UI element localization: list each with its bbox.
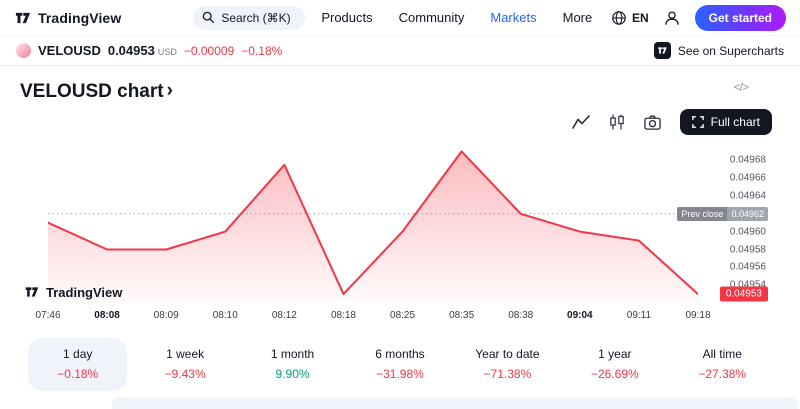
y-axis-label: 0.04958 <box>729 244 766 255</box>
nav-item-markets[interactable]: Markets <box>490 10 537 25</box>
next-section-edge <box>112 397 798 409</box>
ticker-currency: USD <box>157 46 177 57</box>
x-axis-label: 08:38 <box>508 310 534 321</box>
chevron-right-icon: › <box>166 80 173 101</box>
ticker-symbol: VELOUSD <box>38 43 101 58</box>
prev-close-badge: Prev close 0.04962 <box>677 206 768 221</box>
ticker-change-pct: −0.18% <box>241 43 283 58</box>
search-placeholder: Search (⌘K) <box>221 10 291 25</box>
y-axis-label: 0.04954 <box>729 279 766 291</box>
velo-coin-icon <box>16 43 31 58</box>
y-axis-label: 0.04964 <box>729 190 766 202</box>
search-icon <box>203 11 215 24</box>
period-1-week[interactable]: 1 week −9.43% <box>135 338 234 391</box>
search-input[interactable]: Search (⌘K) <box>193 5 306 30</box>
fullscreen-icon <box>691 116 704 128</box>
ticker-price: 0.04953 <box>107 43 155 58</box>
ticker-strip: VELOUSD 0.04953 USD −0.00009 −0.18% See … <box>0 36 800 66</box>
header-right: EN Get started <box>611 4 786 31</box>
x-axis-label: 09:18 <box>685 310 711 321</box>
period-change: −71.38% <box>483 367 532 381</box>
period-1-year[interactable]: 1 year −26.69% <box>565 338 664 391</box>
price-line <box>48 150 698 296</box>
period-change: 9.90% <box>275 367 310 381</box>
ticker-change-abs: −0.00009 <box>183 43 235 58</box>
candles-icon <box>609 114 624 130</box>
snapshot-button[interactable] <box>640 110 666 134</box>
logo-text: TradingView <box>38 9 122 26</box>
get-started-button[interactable]: Get started <box>694 4 786 31</box>
period-label: Year to date <box>475 347 540 361</box>
nav-item-more[interactable]: More <box>562 10 593 25</box>
full-chart-button[interactable]: Full chart <box>679 109 772 135</box>
tradingview-watermark[interactable]: TradingView <box>24 284 122 300</box>
language-selector[interactable]: EN <box>611 10 649 26</box>
full-chart-label: Full chart <box>710 115 760 129</box>
tradingview-logo-icon <box>15 12 31 23</box>
title-row: VELOUSD chart › </> <box>0 78 800 106</box>
nav-item-products[interactable]: Products <box>321 10 373 25</box>
x-axis-label: 08:18 <box>330 310 356 321</box>
tradingview-logo-icon <box>25 287 39 297</box>
period-change: −27.38% <box>698 367 747 381</box>
time-axis: 07:46 08:08 08:09 08:10 08:12 08:18 08:25 08:35… <box>0 310 800 326</box>
period-year-to-date[interactable]: Year to date −71.38% <box>458 338 557 391</box>
x-axis-label: 08:35 <box>449 310 475 321</box>
period-label: 1 month <box>270 347 315 361</box>
supercharts-badge-icon <box>653 42 671 59</box>
x-axis-label: 07:46 <box>35 310 61 321</box>
code-icon[interactable]: </> <box>733 80 749 94</box>
area-chart-style-button[interactable] <box>568 110 594 134</box>
top-nav: TradingView Search (⌘K) Products Communi… <box>0 0 800 36</box>
x-axis-label: 09:04 <box>567 310 593 321</box>
period-change: −26.69% <box>590 367 639 381</box>
area-chart-icon <box>571 115 590 129</box>
see-on-supercharts-link[interactable]: See on Supercharts <box>653 42 784 59</box>
globe-icon <box>612 10 626 25</box>
chart-toolbar: Full chart <box>0 108 800 136</box>
period-change: −0.18% <box>57 367 99 381</box>
last-price-badge: 0.04953 <box>719 286 768 302</box>
user-icon <box>664 10 679 25</box>
nav-item-community[interactable]: Community <box>398 10 465 25</box>
camera-icon <box>644 115 661 130</box>
prev-close-label: Prev close <box>677 206 728 221</box>
period-label: 1 week <box>166 347 205 361</box>
x-axis-label: 08:08 <box>94 310 120 321</box>
y-axis-label: 0.04960 <box>729 226 766 238</box>
chart-area: 0.04968 0.04966 0.04964 0.04960 0.04958 0.049… <box>0 138 800 334</box>
period-6-months[interactable]: 6 months −31.98% <box>350 338 449 391</box>
main-nav: Products Community Markets More <box>321 10 592 25</box>
prev-close-value: 0.04962 <box>727 206 768 221</box>
page-title-text: VELOUSD chart <box>20 81 164 102</box>
price-chart[interactable] <box>48 138 698 303</box>
period-1-month[interactable]: 1 month 9.90% <box>243 338 342 391</box>
x-axis-label: 08:25 <box>390 310 416 321</box>
price-axis: 0.04968 0.04966 0.04964 0.04960 0.04958 0.049… <box>700 138 800 303</box>
x-axis-label: 09:11 <box>626 310 652 321</box>
period-all-time[interactable]: All time −27.38% <box>673 338 772 391</box>
watermark-text: TradingView <box>46 284 123 300</box>
period-selector: 1 day −0.18% 1 week −9.43% 1 month 9.90%… <box>0 338 800 391</box>
period-change: −9.43% <box>164 367 206 381</box>
period-label: 1 year <box>598 347 632 361</box>
tradingview-logo[interactable]: TradingView <box>14 9 121 27</box>
candles-chart-style-button[interactable] <box>604 110 630 134</box>
period-1-day[interactable]: 1 day −0.18% <box>28 338 128 391</box>
page-title[interactable]: VELOUSD chart › <box>20 80 173 103</box>
price-area <box>48 151 698 303</box>
y-axis-label: 0.04956 <box>729 261 766 273</box>
x-axis-label: 08:12 <box>271 310 297 321</box>
period-label: 1 day <box>63 347 93 361</box>
supercharts-label: See on Supercharts <box>677 43 784 58</box>
period-label: All time <box>702 347 742 361</box>
x-axis-label: 08:10 <box>212 310 238 321</box>
period-change: −31.98% <box>376 367 424 381</box>
x-axis-label: 08:09 <box>153 310 179 321</box>
y-axis-label: 0.04968 <box>729 154 766 166</box>
user-menu-button[interactable] <box>663 9 681 27</box>
y-axis-label: 0.04966 <box>729 172 766 184</box>
period-label: 6 months <box>375 347 425 361</box>
language-label: EN <box>631 10 649 25</box>
